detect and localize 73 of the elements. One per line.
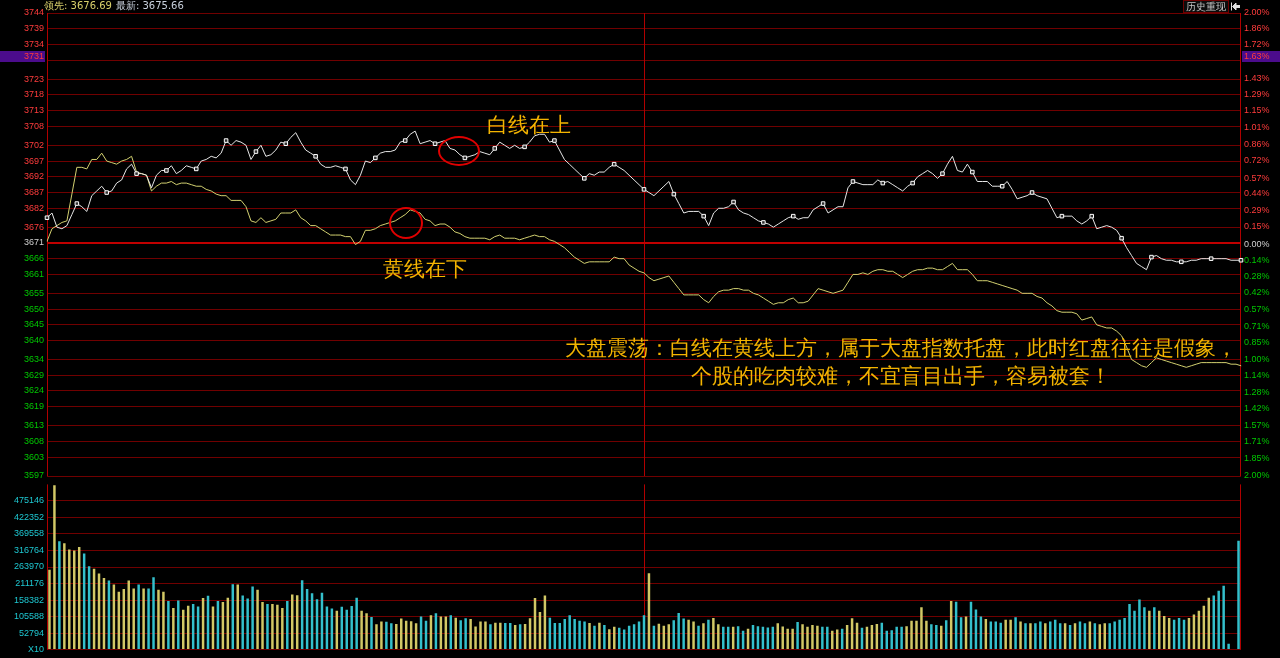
y2-tick-label: 1.14% [1244,370,1270,381]
y-tick-label: 3624 [23,385,44,396]
text: 1.63% [1242,51,1280,62]
y2-tick-label: 1.00% [1244,354,1270,365]
y-tick-label: 3666 [23,253,44,264]
text-button: 历史重现 [1183,0,1229,13]
text: 最新: 3675.66 [115,0,184,11]
y2-tick-label: 0.85% [1244,337,1270,348]
y-tick-label: 3603 [23,451,44,462]
y-tick-label: 3697 [23,155,44,166]
y-tick-label: 3723 [23,73,44,84]
y2-tick-label: 0.57% [1244,304,1270,315]
y-tick-label: 3645 [23,319,44,330]
y2-tick-label: 1.72% [1244,39,1270,50]
y2-tick-label: 1.28% [1244,387,1270,398]
y-tick-label: 3661 [23,268,44,279]
annotation: 白线在上 [487,112,571,138]
y-tick-label: 3629 [23,369,44,380]
y-tick-label: 316764 [13,544,44,555]
y-tick-label: 3708 [23,120,44,131]
y-tick-label: 3682 [23,202,44,213]
y2-tick-label: 0.57% [1244,173,1270,184]
y-tick-label: 211176 [15,578,44,588]
y-tick-label: 3613 [23,420,44,431]
y2-tick-label: 0.72% [1244,155,1270,166]
y-tick-label: 3650 [23,303,44,314]
y2-tick-label: 0.15% [1244,221,1270,232]
y-tick-label: 3734 [23,38,44,49]
y2-tick-label: 1.29% [1244,89,1270,100]
y-tick-label: 158382 [13,594,44,605]
y-tick-label: 3608 [23,435,44,446]
y-tick-label: 3739 [23,23,44,34]
y2-tick-label: 1.43% [1244,73,1270,84]
y-tick-label: 3597 [23,470,44,481]
y2-tick-label: 0.42% [1244,287,1270,298]
y-tick-label: 3702 [23,139,44,150]
y-tick-label: 3655 [23,287,44,298]
annotation: 黄线在下 [383,256,467,282]
y-tick-label: 3619 [23,401,44,412]
y-tick-label: 422352 [13,511,44,522]
y-tick-label: 3744 [23,7,44,18]
y-tick-label: 3713 [23,105,44,116]
y2-tick-label: 0.29% [1244,205,1270,216]
y-tick-label: 3692 [23,171,44,182]
y2-tick-label: 0.86% [1244,139,1270,150]
text: 领先: 3676.69 [44,0,112,11]
y2-tick-label: 1.86% [1244,23,1270,34]
text: 3731 [0,51,45,62]
y-tick-label: 3634 [23,353,44,364]
y2-tick-label: 0.00% [1244,239,1270,250]
y-tick-label: 3671 [23,237,44,248]
y-tick-label: 3687 [23,187,44,198]
y-tick-label: 3640 [23,335,44,346]
y2-tick-label: 1.01% [1244,122,1270,133]
y-tick-label: X10 [27,644,44,655]
y-tick-label: 263970 [13,561,44,572]
y2-tick-label: 1.57% [1244,420,1270,431]
y2-tick-label: 0.44% [1244,188,1270,199]
y2-tick-label: 1.15% [1244,105,1270,116]
y-tick-label: 3718 [23,89,44,100]
y2-tick-label: 1.42% [1244,403,1270,414]
y2-tick-label: 2.00% [1244,470,1270,481]
y2-tick-label: 0.14% [1244,255,1270,266]
y2-tick-label: 2.00% [1244,7,1270,18]
y-tick-label: 369558 [13,528,44,539]
y2-tick-label: 0.28% [1244,271,1270,282]
y-tick-label: 475146 [13,495,44,506]
y-tick-label: 105588 [13,611,44,622]
y2-tick-label: 0.71% [1244,321,1270,332]
y2-tick-label: 1.85% [1244,453,1270,464]
y-tick-label: 3676 [23,221,44,232]
y-tick-label: 52794 [18,627,44,638]
y2-tick-label: 1.71% [1244,436,1270,447]
